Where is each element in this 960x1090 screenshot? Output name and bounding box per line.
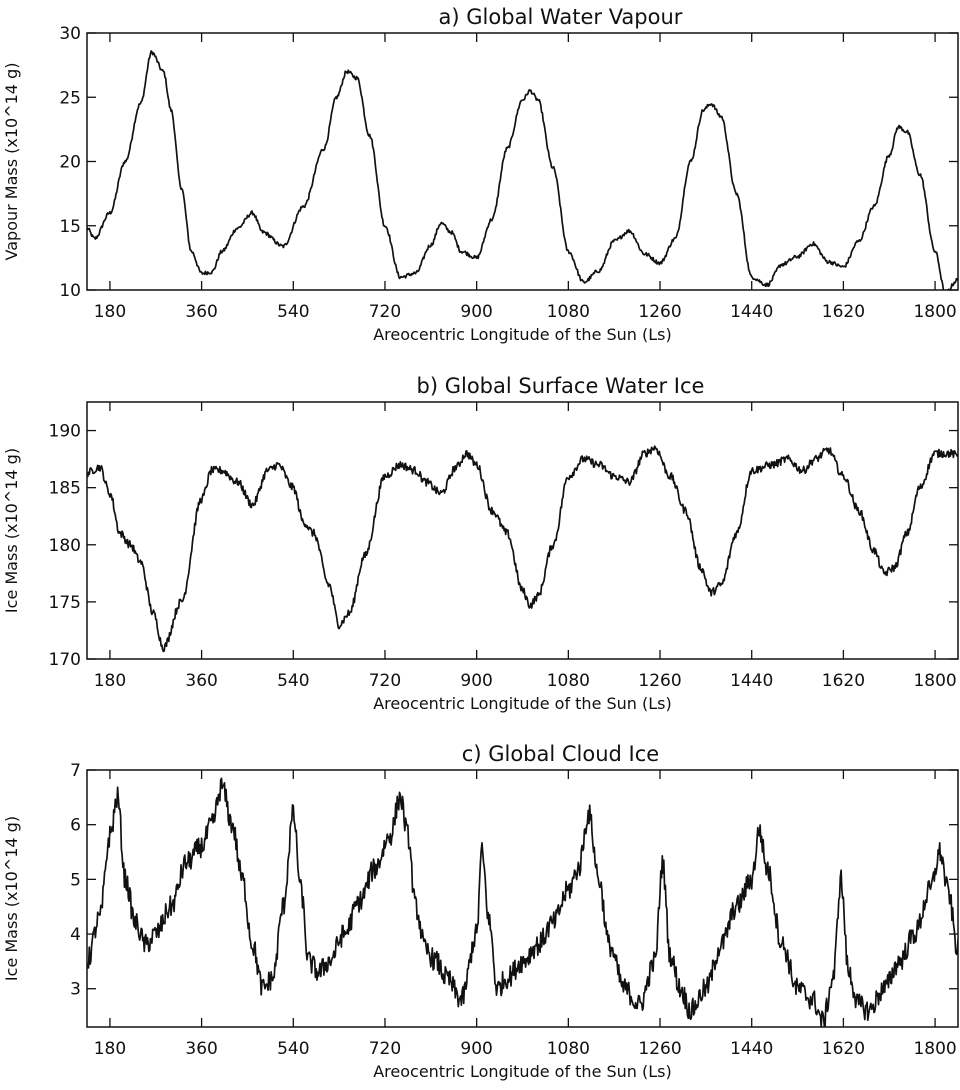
data-series-line [87,50,958,290]
x-tick-label: 1080 [547,1039,590,1059]
x-tick-label: 1440 [730,671,773,691]
x-tick-label: 1800 [913,302,956,322]
y-axis-label: Vapour Mass (x10^14 g) [2,63,21,261]
x-tick-label: 720 [369,1039,401,1059]
plot-frame [86,32,959,291]
x-tick-label: 1800 [913,671,956,691]
x-axis-label: Areocentric Longitude of the Sun (Ls) [373,1062,672,1081]
x-tick-label: 180 [94,1039,126,1059]
plot-frame [86,769,959,1028]
x-tick-label: 1620 [822,671,865,691]
x-tick-label: 360 [185,1039,217,1059]
x-tick-label: 360 [185,302,217,322]
y-tick-label: 15 [59,217,81,237]
y-tick-label: 175 [49,593,81,613]
y-tick-label: 170 [49,650,81,670]
plot-frame [86,401,959,660]
x-axis-label: Areocentric Longitude of the Sun (Ls) [373,694,672,713]
x-tick-label: 1440 [730,302,773,322]
y-tick-label: 5 [70,870,81,890]
x-tick-label: 900 [460,1039,492,1059]
x-tick-label: 720 [369,302,401,322]
data-series-line [87,445,958,653]
x-tick-label: 360 [185,671,217,691]
x-tick-label: 540 [277,302,309,322]
x-tick-label: 1080 [547,302,590,322]
x-tick-label: 540 [277,671,309,691]
y-tick-label: 190 [49,422,81,442]
y-tick-label: 30 [59,24,81,44]
x-tick-label: 1440 [730,1039,773,1059]
x-tick-label: 1260 [638,1039,681,1059]
x-tick-label: 180 [94,671,126,691]
y-tick-label: 180 [49,536,81,556]
x-tick-label: 540 [277,1039,309,1059]
chart-title: a) Global Water Vapour [439,5,683,29]
x-tick-label: 1080 [547,671,590,691]
chart-panel-b: b) Global Surface Water Ice 180 360 540 720 9… [2,374,959,713]
chart-title: c) Global Cloud Ice [462,742,659,766]
x-tick-label: 720 [369,671,401,691]
x-tick-label: 180 [94,302,126,322]
x-axis-label: Areocentric Longitude of the Sun (Ls) [373,325,672,344]
x-tick-label: 1620 [822,1039,865,1059]
x-tick-label: 900 [460,302,492,322]
y-tick-label: 20 [59,153,81,173]
x-tick-label: 900 [460,671,492,691]
y-axis-label: Ice Mass (x10^14 g) [2,816,21,981]
x-tick-label: 1260 [638,302,681,322]
chart-panel-a: a) Global Water Vapour 180 360 540 720 900 108… [2,5,959,344]
y-tick-label: 6 [70,816,81,836]
y-axis-label: Ice Mass (x10^14 g) [2,448,21,613]
x-tick-label: 1800 [913,1039,956,1059]
data-series-line [87,777,958,1027]
chart-panel-c: c) Global Cloud Ice 180 360 540 720 900 1080 12… [2,742,959,1081]
y-tick-label: 3 [70,980,81,1000]
y-tick-label: 7 [70,761,81,781]
y-tick-label: 25 [59,88,81,108]
y-tick-label: 10 [59,281,81,301]
x-tick-label: 1260 [638,671,681,691]
chart-title: b) Global Surface Water Ice [417,374,705,398]
y-tick-label: 4 [70,925,81,945]
x-tick-label: 1620 [822,302,865,322]
y-tick-label: 185 [49,479,81,499]
